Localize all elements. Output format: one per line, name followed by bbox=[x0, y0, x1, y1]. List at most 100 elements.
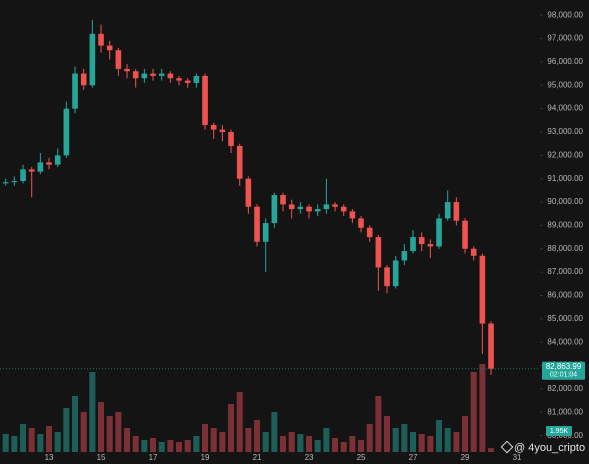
volume-bar bbox=[288, 432, 295, 452]
volume-bar bbox=[401, 424, 408, 452]
candle-body bbox=[158, 73, 165, 76]
volume-bar bbox=[392, 428, 399, 452]
volume-bar bbox=[54, 432, 61, 452]
candle-body bbox=[332, 204, 338, 207]
y-tick-label: 88,000.00 bbox=[547, 244, 583, 253]
candle-body bbox=[306, 206, 312, 212]
candle-body bbox=[98, 33, 104, 46]
x-tick-label: 15 bbox=[97, 453, 106, 462]
volume-bar bbox=[167, 440, 174, 452]
candle-body bbox=[219, 129, 226, 132]
y-tick-label: 85,000.00 bbox=[547, 314, 583, 323]
volume-bar bbox=[89, 372, 96, 452]
price-label: 82,863.99 bbox=[546, 362, 582, 371]
volume-bar bbox=[384, 416, 391, 452]
volume-bar bbox=[219, 432, 226, 452]
volume-bar bbox=[28, 428, 35, 452]
price-label-box bbox=[542, 361, 585, 380]
y-tick-label: 84,000.00 bbox=[547, 337, 583, 346]
candle-body bbox=[462, 220, 468, 249]
volume-bar bbox=[2, 434, 9, 452]
volume-bar bbox=[427, 436, 434, 452]
y-tick-label: 90,000.00 bbox=[547, 197, 583, 206]
candle-body bbox=[115, 50, 122, 69]
volume-bar bbox=[115, 412, 122, 452]
volume-bar bbox=[150, 438, 157, 452]
volume-bar bbox=[80, 412, 87, 452]
volume-bar bbox=[488, 448, 495, 452]
candle-body bbox=[366, 227, 373, 238]
candle-body bbox=[37, 162, 44, 172]
x-tick-label: 29 bbox=[461, 453, 470, 462]
candle-body bbox=[184, 80, 191, 83]
volume-bar bbox=[98, 402, 105, 452]
candle-body bbox=[54, 155, 61, 165]
y-tick-label: 97,000.00 bbox=[547, 34, 583, 43]
candle-body bbox=[375, 237, 382, 268]
volume-bar bbox=[228, 404, 235, 452]
candle-body bbox=[479, 255, 486, 324]
candle-body bbox=[418, 237, 425, 245]
volume-bar bbox=[340, 442, 347, 452]
volume-bar bbox=[375, 396, 382, 452]
candle-body bbox=[358, 218, 364, 228]
volume-layer bbox=[0, 364, 495, 452]
candle-body bbox=[349, 211, 356, 219]
x-tick-label: 27 bbox=[409, 453, 418, 462]
candle-body bbox=[46, 162, 52, 165]
candle-body bbox=[384, 267, 390, 287]
candle-body bbox=[401, 251, 408, 261]
candle-body bbox=[288, 204, 295, 210]
candle-body bbox=[141, 73, 148, 79]
candle-body bbox=[228, 131, 234, 146]
y-tick-label: 87,000.00 bbox=[547, 267, 583, 276]
candle-body bbox=[262, 223, 269, 242]
candle-body bbox=[436, 218, 442, 247]
candle-body bbox=[202, 75, 208, 125]
candle-body bbox=[297, 206, 304, 210]
volume-bar bbox=[306, 436, 313, 452]
candle-body bbox=[340, 206, 347, 212]
volume-bar bbox=[202, 424, 209, 452]
volume-bar bbox=[314, 440, 321, 452]
watermark-icon bbox=[500, 440, 514, 454]
x-tick-label: 17 bbox=[149, 453, 158, 462]
volume-bar bbox=[254, 420, 261, 452]
candle-body bbox=[28, 169, 35, 172]
candle-body bbox=[2, 182, 9, 184]
candle-body bbox=[470, 248, 477, 256]
volume-bar bbox=[366, 424, 373, 452]
volume-bar bbox=[444, 428, 451, 452]
candle-body bbox=[72, 73, 78, 109]
volume-bar bbox=[418, 434, 425, 452]
volume-bar bbox=[158, 442, 165, 452]
y-tick-label: 82,000.00 bbox=[547, 384, 583, 393]
candle-body bbox=[176, 78, 182, 81]
volume-bar bbox=[358, 440, 365, 452]
volume-bar bbox=[332, 438, 339, 452]
y-tick-label: 96,000.00 bbox=[547, 57, 583, 66]
volume-bar bbox=[46, 426, 53, 452]
y-tick-label: 86,000.00 bbox=[547, 291, 583, 300]
y-tick-label: 93,000.00 bbox=[547, 127, 583, 136]
volume-bar bbox=[453, 432, 460, 452]
candle-body bbox=[11, 181, 18, 183]
candle-body bbox=[488, 323, 494, 369]
x-tick-label: 31 bbox=[513, 453, 522, 462]
volume-label: 1.95K bbox=[550, 428, 569, 435]
candle-body bbox=[80, 73, 87, 86]
candle-body bbox=[89, 33, 96, 86]
volume-bar bbox=[193, 436, 200, 452]
candle-body bbox=[453, 202, 460, 221]
candle-body bbox=[193, 75, 200, 83]
volume-bar bbox=[349, 436, 356, 452]
candle-body bbox=[280, 195, 286, 205]
candle-body bbox=[254, 206, 260, 242]
countdown: 02:01:04 bbox=[550, 372, 577, 379]
candle-body bbox=[106, 45, 113, 51]
volume-bar bbox=[176, 442, 183, 452]
candle-body bbox=[132, 71, 139, 79]
